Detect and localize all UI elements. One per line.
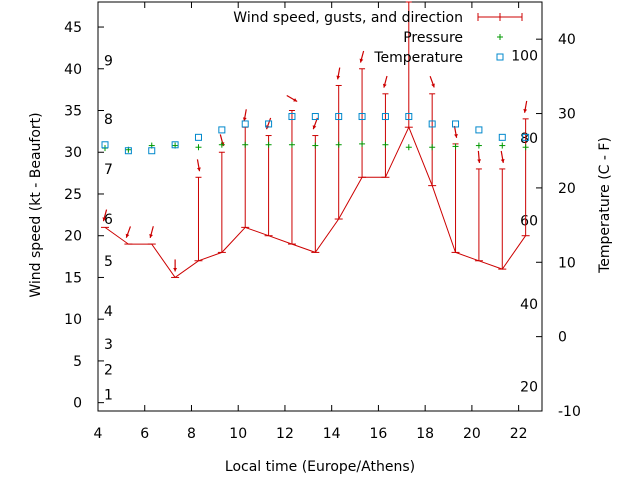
temperature-point bbox=[452, 120, 460, 128]
temperature-point bbox=[335, 113, 343, 121]
wind-direction-arrowhead bbox=[293, 98, 298, 102]
wind-direction-arrowhead bbox=[173, 267, 178, 272]
temperature-point bbox=[171, 141, 179, 149]
x-tick-label: 14 bbox=[323, 426, 341, 442]
y-axis-right-label: Temperature (C - F) bbox=[597, 137, 613, 274]
legend-label: Temperature bbox=[373, 50, 463, 66]
x-tick-label: 6 bbox=[140, 426, 149, 442]
plot-frame bbox=[97, 1, 543, 412]
series-group bbox=[101, 1, 530, 279]
temperature-point bbox=[148, 147, 156, 155]
y-right-tick-label: 30 bbox=[558, 107, 576, 123]
wind-direction-arrowhead bbox=[197, 167, 201, 172]
axes-group bbox=[97, 1, 543, 412]
wind-direction-arrowhead bbox=[312, 125, 317, 130]
y-right-tick-label: -10 bbox=[558, 404, 581, 420]
temperature-point bbox=[475, 126, 483, 134]
y-left-tick-label: 30 bbox=[64, 145, 82, 161]
beaufort-label: 5 bbox=[104, 254, 113, 270]
beaufort-label: 7 bbox=[104, 162, 113, 178]
wind-direction-arrowhead bbox=[500, 159, 505, 163]
temperature-point bbox=[381, 113, 389, 121]
y-axis-left-label: Wind speed (kt - Beaufort) bbox=[28, 112, 44, 297]
wind-direction-arrowhead bbox=[454, 134, 458, 138]
wind-direction-arrowhead bbox=[102, 217, 107, 222]
legend-label: Wind speed, gusts, and direction bbox=[233, 10, 463, 26]
y-right-tick-label: 0 bbox=[558, 330, 567, 346]
y-right-tick-label: 40 bbox=[558, 32, 576, 48]
y-left-tick-label: 35 bbox=[64, 104, 82, 120]
fahrenheit-label: 60 bbox=[520, 214, 538, 230]
beaufort-label: 8 bbox=[104, 112, 113, 128]
x-tick-label: 22 bbox=[510, 426, 528, 442]
temperature-point bbox=[358, 113, 366, 121]
tick-labels-group: 4 6 8 10 12 14 16 18 20 22051015202530354045-1001… bbox=[64, 20, 581, 442]
temperature-point bbox=[124, 147, 132, 155]
x-tick-label: 20 bbox=[463, 426, 481, 442]
y-left-tick-label: 15 bbox=[64, 270, 82, 286]
temperature-point bbox=[218, 126, 226, 134]
beaufort-label: 6 bbox=[104, 212, 113, 228]
x-axis-label: Local time (Europe/Athens) bbox=[225, 459, 415, 475]
x-tick-label: 12 bbox=[276, 426, 294, 442]
legend: Wind speed, gusts, and direction Pressure… bbox=[233, 10, 523, 66]
x-tick-label: 10 bbox=[229, 426, 247, 442]
beaufort-label: 3 bbox=[104, 337, 113, 353]
legend-label: Pressure bbox=[403, 30, 463, 46]
temperature-point bbox=[311, 113, 319, 121]
fahrenheit-label: 40 bbox=[520, 297, 538, 313]
legend-temperature-marker bbox=[496, 53, 504, 61]
fahrenheit-label: 100 bbox=[511, 49, 538, 65]
x-tick-label: 18 bbox=[416, 426, 434, 442]
x-tick-label: 8 bbox=[187, 426, 196, 442]
wind-direction-arrowhead bbox=[431, 83, 435, 88]
wind-direction-arrowhead bbox=[359, 58, 364, 63]
y-left-tick-label: 20 bbox=[64, 229, 82, 245]
beaufort-label: 2 bbox=[104, 362, 113, 378]
temperature-point bbox=[194, 133, 202, 141]
y-left-tick-label: 40 bbox=[64, 62, 82, 78]
y-left-tick-label: 0 bbox=[73, 396, 82, 412]
temperature-point bbox=[241, 120, 249, 128]
temperature-point bbox=[288, 113, 296, 121]
temperature-point bbox=[405, 113, 413, 121]
y-right-tick-label: 10 bbox=[558, 255, 576, 271]
wind-direction-arrowhead bbox=[477, 159, 482, 163]
beaufort-label: 9 bbox=[104, 53, 113, 69]
temperature-point bbox=[498, 133, 506, 141]
wind-direction-arrowhead bbox=[125, 233, 130, 238]
y-left-tick-label: 25 bbox=[64, 187, 82, 203]
wind-direction-arrowhead bbox=[523, 108, 528, 113]
y-left-tick-label: 5 bbox=[73, 354, 82, 370]
temperature-point bbox=[265, 120, 273, 128]
beaufort-label: 1 bbox=[104, 387, 113, 403]
y-right-tick-label: 20 bbox=[558, 181, 576, 197]
x-tick-label: 16 bbox=[370, 426, 388, 442]
wind-direction-arrowhead bbox=[336, 75, 341, 80]
wind-direction-arrowhead bbox=[242, 117, 247, 122]
temperature-point bbox=[522, 133, 530, 141]
temperature-point bbox=[101, 141, 109, 149]
x-tick-label: 4 bbox=[94, 426, 103, 442]
y-left-tick-label: 10 bbox=[64, 312, 82, 328]
temperature-point bbox=[428, 120, 436, 128]
fahrenheit-label: 20 bbox=[520, 379, 538, 395]
beaufort-label: 4 bbox=[104, 304, 113, 320]
wind-direction-arrowhead bbox=[382, 83, 387, 88]
y-left-tick-label: 45 bbox=[64, 20, 82, 36]
wind-direction-arrowhead bbox=[149, 233, 153, 238]
